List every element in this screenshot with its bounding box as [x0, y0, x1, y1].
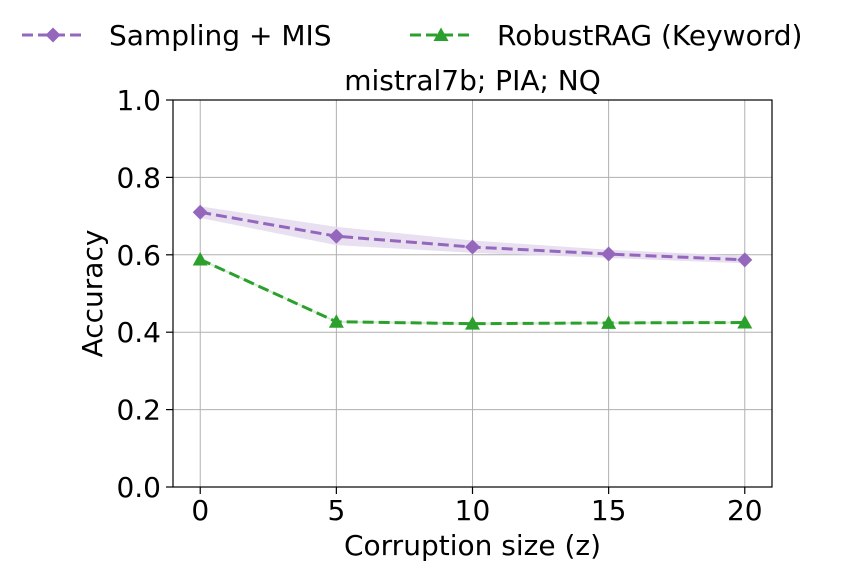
grid-lines: [173, 99, 772, 488]
y-tick-label: 0.2: [116, 394, 161, 427]
legend-label: RobustRAG (Keyword): [497, 19, 802, 52]
legend-item-1: RobustRAG (Keyword): [410, 19, 802, 52]
x-axis-label: Corruption size (z): [344, 529, 601, 562]
legend-marker: [433, 27, 449, 41]
data-point-1-0: [192, 251, 208, 266]
legend-label: Sampling + MIS: [109, 19, 332, 52]
x-tick-label: 15: [591, 494, 627, 527]
data-point-1-3: [601, 315, 617, 329]
axis-ticks: 0 5 10 15 20 0.0 0.2 0.4 0.6 0.8 1.0: [116, 84, 762, 527]
x-tick-label: 0: [191, 494, 209, 527]
data-point-0-1: [328, 228, 344, 244]
y-tick-label: 0.8: [116, 161, 161, 194]
y-tick-label: 0.6: [116, 239, 161, 272]
y-tick-label: 0.4: [116, 316, 161, 349]
series-line-1: [199, 258, 745, 326]
y-tick-label: 0.0: [116, 471, 161, 504]
legend: Sampling + MIS RobustRAG (Keyword): [22, 19, 802, 52]
legend-marker: [45, 27, 61, 43]
y-axis-label: Accuracy: [76, 230, 109, 358]
series-markers: [192, 204, 753, 330]
x-tick-label: 20: [727, 494, 763, 527]
data-point-1-1: [328, 314, 344, 328]
data-point-1-2: [465, 316, 480, 330]
legend-item-0: Sampling + MIS: [22, 19, 332, 52]
chart-title: mistral7b; PIA; NQ: [344, 64, 601, 97]
data-point-0-4: [737, 252, 753, 268]
data-point-1-4: [737, 315, 753, 329]
x-tick-label: 10: [455, 494, 491, 527]
data-point-0-3: [601, 246, 617, 262]
y-tick-label: 1.0: [116, 84, 161, 117]
data-point-0-2: [465, 239, 480, 255]
data-point-0-0: [192, 204, 208, 220]
x-tick-label: 5: [327, 494, 345, 527]
